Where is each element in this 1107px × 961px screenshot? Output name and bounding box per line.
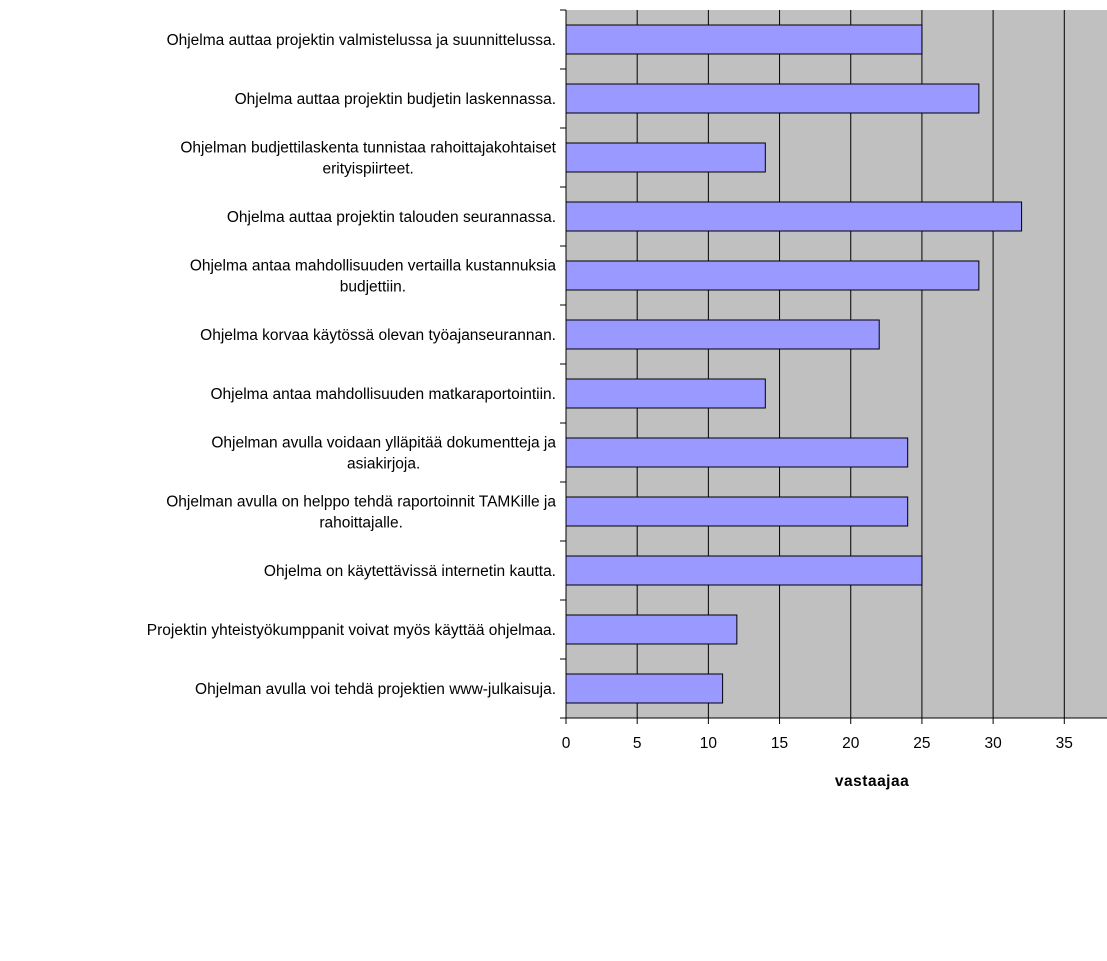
bar — [565, 555, 923, 586]
x-tick-label: 15 — [771, 735, 788, 752]
x-tick-label: 25 — [913, 735, 930, 752]
bar — [565, 142, 766, 173]
bar — [565, 673, 724, 704]
category-label: Ohjelma auttaa projektin valmistelussa j… — [167, 32, 556, 49]
y-axis — [560, 9, 567, 719]
bar — [565, 260, 980, 291]
bars — [565, 24, 1023, 704]
x-tick-label: 10 — [700, 735, 718, 752]
category-label: rahoittajalle. — [319, 515, 403, 532]
x-tick-label: 35 — [1056, 735, 1073, 752]
category-label: Ohjelman budjettilaskenta tunnistaa raho… — [180, 140, 556, 157]
category-label: Ohjelma antaa mahdollisuuden vertailla k… — [190, 258, 557, 275]
category-label: Ohjelman avulla voidaan ylläpitää dokume… — [211, 435, 556, 452]
plot-area — [566, 10, 1107, 718]
x-axis-title: vastaajaa — [835, 773, 909, 790]
bar — [565, 614, 738, 645]
bar — [565, 437, 909, 468]
category-label: Ohjelma on käytettävissä internetin kaut… — [264, 563, 556, 580]
category-label: Ohjelman avulla voi tehdä projektien www… — [195, 681, 556, 698]
bar — [565, 201, 1023, 232]
category-label: Ohjelma auttaa projektin budjetin lasken… — [235, 91, 556, 108]
grid-lines — [636, 10, 1065, 718]
bar — [565, 378, 766, 409]
bar — [565, 24, 923, 55]
x-tick-label: 20 — [842, 735, 860, 752]
category-label: Projektin yhteistyökumppanit voivat myös… — [147, 622, 556, 639]
x-axis: 0 5 10 15 20 25 30 35 — [562, 717, 1107, 752]
category-label: Ohjelma antaa mahdollisuuden matkaraport… — [210, 386, 556, 403]
category-label: Ohjelma auttaa projektin talouden seuran… — [227, 209, 556, 226]
x-tick-label: 0 — [562, 735, 571, 752]
bar — [565, 319, 880, 350]
category-label: erityispiirteet. — [323, 161, 414, 178]
category-label: Ohjelma korvaa käytössä olevan työajanse… — [200, 327, 556, 344]
category-label: asiakirjoja. — [347, 456, 420, 473]
bar — [565, 83, 980, 114]
x-tick-label: 5 — [633, 735, 642, 752]
category-labels: Ohjelma auttaa projektin valmistelussa j… — [147, 32, 557, 698]
x-tick-label: 30 — [984, 735, 1002, 752]
category-label: Ohjelman avulla on helppo tehdä raportoi… — [166, 494, 556, 511]
bar — [565, 496, 909, 527]
category-label: budjettiin. — [340, 279, 406, 296]
